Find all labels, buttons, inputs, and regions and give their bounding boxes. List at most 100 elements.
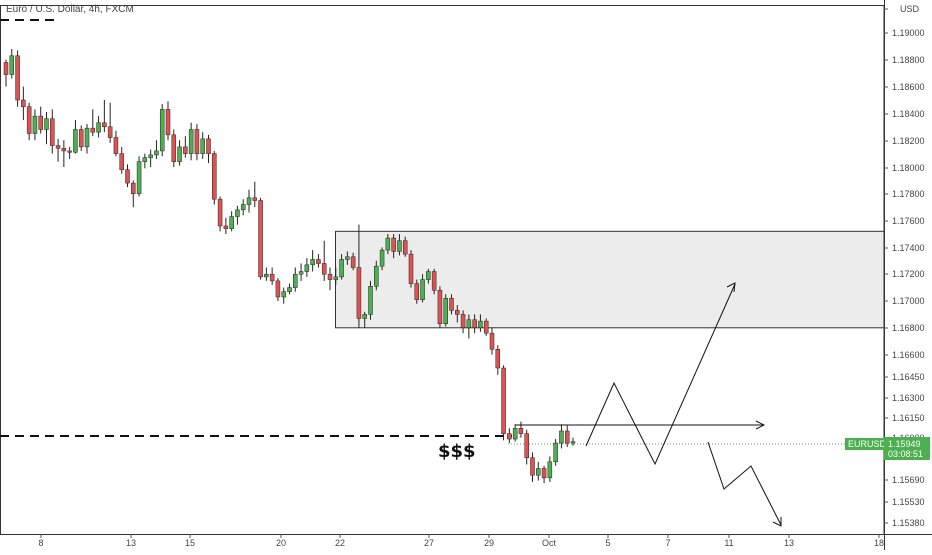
candle-body[interactable] bbox=[235, 209, 240, 217]
candle-body[interactable] bbox=[188, 129, 194, 154]
candle-body[interactable] bbox=[229, 216, 234, 229]
candle-body[interactable] bbox=[119, 153, 124, 170]
candle-body[interactable] bbox=[478, 320, 483, 329]
candle-body[interactable] bbox=[9, 55, 15, 75]
candle-body[interactable] bbox=[385, 237, 391, 251]
candle-body[interactable] bbox=[489, 332, 495, 350]
candle-body[interactable] bbox=[3, 62, 9, 75]
candle-body[interactable] bbox=[437, 290, 443, 325]
candle-body[interactable] bbox=[159, 109, 165, 152]
projection-path-bearish[interactable] bbox=[707, 441, 782, 526]
candle-body[interactable] bbox=[264, 273, 269, 278]
candle-body[interactable] bbox=[420, 279, 425, 300]
candle-body[interactable] bbox=[165, 109, 171, 136]
candle-body[interactable] bbox=[206, 138, 211, 154]
candle-body[interactable] bbox=[50, 118, 55, 146]
candle-body[interactable] bbox=[32, 115, 38, 134]
candle-body[interactable] bbox=[501, 367, 506, 434]
candle-body[interactable] bbox=[200, 138, 205, 154]
candle-body[interactable] bbox=[460, 314, 466, 329]
candle-body[interactable] bbox=[518, 428, 524, 434]
candle-body[interactable] bbox=[44, 118, 49, 130]
candle-body[interactable] bbox=[287, 287, 292, 292]
candle-body[interactable] bbox=[507, 433, 512, 440]
candle-body[interactable] bbox=[483, 320, 489, 334]
candle-body[interactable] bbox=[541, 468, 547, 479]
candle-body[interactable] bbox=[536, 468, 541, 476]
candle-body[interactable] bbox=[102, 122, 107, 128]
candle-body[interactable] bbox=[408, 253, 414, 284]
candle-body[interactable] bbox=[142, 157, 148, 162]
symbol-badge[interactable] bbox=[845, 438, 884, 450]
candle-body[interactable] bbox=[345, 256, 350, 260]
candle-body[interactable] bbox=[136, 161, 142, 195]
candle-body[interactable] bbox=[472, 319, 477, 329]
candle-body[interactable] bbox=[397, 240, 402, 252]
candle-body[interactable] bbox=[148, 154, 153, 158]
candle-body[interactable] bbox=[293, 273, 298, 288]
candle-body[interactable] bbox=[177, 146, 182, 162]
candle-body[interactable] bbox=[327, 273, 333, 280]
candle-body[interactable] bbox=[449, 298, 454, 311]
candle-body[interactable] bbox=[194, 129, 200, 154]
candle-body[interactable] bbox=[298, 271, 304, 275]
candle-body[interactable] bbox=[391, 237, 396, 252]
candle-body[interactable] bbox=[73, 129, 78, 153]
candle-body[interactable] bbox=[246, 197, 252, 205]
candle-body[interactable] bbox=[310, 259, 315, 266]
candle-body[interactable] bbox=[217, 198, 223, 227]
candle-body[interactable] bbox=[240, 204, 246, 211]
candle-body[interactable] bbox=[84, 127, 90, 148]
supply-zone-box[interactable] bbox=[335, 230, 885, 329]
candle-body[interactable] bbox=[547, 461, 553, 479]
candle-body[interactable] bbox=[275, 280, 281, 298]
candle-body[interactable] bbox=[379, 249, 385, 267]
candle-body[interactable] bbox=[78, 129, 84, 148]
candle-body[interactable] bbox=[223, 225, 229, 229]
candle-body[interactable] bbox=[96, 122, 101, 133]
candle-body[interactable] bbox=[281, 291, 286, 298]
candle-body[interactable] bbox=[402, 240, 408, 255]
candle-body[interactable] bbox=[350, 256, 356, 268]
candle-body[interactable] bbox=[414, 283, 420, 300]
candle-body[interactable] bbox=[38, 115, 43, 130]
candle-body[interactable] bbox=[559, 430, 564, 444]
candle-body[interactable] bbox=[564, 430, 570, 444]
candle-body[interactable] bbox=[90, 127, 96, 133]
last-price-badge[interactable] bbox=[884, 437, 930, 460]
candle-body[interactable] bbox=[339, 259, 344, 278]
candle-body[interactable] bbox=[368, 286, 373, 315]
candle-body[interactable] bbox=[524, 433, 529, 459]
candle-body[interactable] bbox=[26, 106, 32, 134]
candle-body[interactable] bbox=[316, 259, 321, 264]
candle-body[interactable] bbox=[55, 145, 61, 149]
candle-body[interactable] bbox=[455, 310, 460, 315]
candle-body[interactable] bbox=[374, 265, 379, 287]
candle-body[interactable] bbox=[107, 126, 113, 138]
candle-body[interactable] bbox=[530, 457, 535, 476]
candle-body[interactable] bbox=[333, 276, 339, 280]
candle-body[interactable] bbox=[183, 146, 188, 154]
candle-body[interactable] bbox=[21, 99, 26, 107]
candle-body[interactable] bbox=[212, 153, 217, 200]
candle-body[interactable] bbox=[125, 169, 130, 184]
candle-body[interactable] bbox=[356, 267, 362, 319]
candle-body[interactable] bbox=[431, 271, 437, 291]
candle-body[interactable] bbox=[321, 263, 327, 275]
candle-body[interactable] bbox=[570, 441, 576, 444]
candle-body[interactable] bbox=[113, 137, 119, 154]
candle-body[interactable] bbox=[553, 442, 558, 463]
candle-body[interactable] bbox=[252, 197, 258, 201]
projection-path-bullish[interactable] bbox=[585, 283, 736, 466]
candle-body[interactable] bbox=[426, 271, 431, 280]
candle-body[interactable] bbox=[171, 134, 177, 162]
candle-body[interactable] bbox=[443, 298, 448, 325]
candle-body[interactable] bbox=[512, 428, 518, 440]
candle-body[interactable] bbox=[131, 182, 136, 195]
candle-body[interactable] bbox=[258, 200, 263, 278]
candle-body[interactable] bbox=[495, 348, 501, 369]
candle-body[interactable] bbox=[61, 147, 67, 152]
candle-body[interactable] bbox=[67, 150, 72, 153]
